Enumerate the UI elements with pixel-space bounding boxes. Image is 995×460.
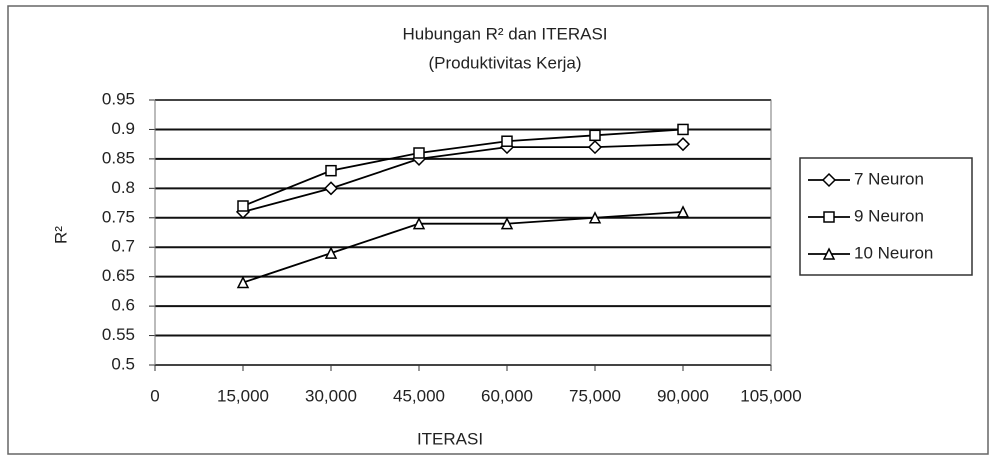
series-line [242,210,684,284]
y-tick-label: 0.95 [102,89,135,108]
y-tick-label: 0.8 [111,178,135,197]
x-tick-label: 0 [150,386,159,405]
series-line [242,128,684,207]
marker [412,216,426,230]
x-tick-label: 60,000 [481,386,533,405]
chart-subtitle: (Produktivitas Kerja) [428,53,581,72]
series-line [242,143,684,213]
y-tick-label: 0.65 [102,266,135,285]
x-tick-label: 75,000 [569,386,621,405]
plot-border [154,99,772,366]
y-tick-label: 0.9 [111,119,135,138]
legend-label: 9 Neuron [854,206,924,225]
x-axis-label: ITERASI [417,429,483,448]
x-tick-label: 90,000 [657,386,709,405]
marker [236,275,250,289]
marker [413,147,425,159]
marker [325,164,337,177]
marker [323,181,339,196]
marker [675,137,691,152]
marker [821,172,837,188]
marker [677,123,689,136]
marker [588,211,602,224]
legend-label: 7 Neuron [854,169,924,188]
marker [501,135,513,147]
y-tick-label: 0.6 [111,296,135,315]
marker [589,129,601,142]
y-axis-label: R² [51,226,70,244]
x-tick-label: 30,000 [305,386,357,405]
x-tick-label: 105,000 [740,386,801,405]
marker [324,246,338,259]
marker [587,140,603,155]
marker [500,216,514,230]
x-tick-label: 15,000 [217,386,269,405]
marker [822,247,836,260]
legend-label: 10 Neuron [854,243,933,262]
marker [676,205,690,218]
chart-title: Hubungan R² dan ITERASI [402,24,607,43]
y-tick-label: 0.7 [111,237,135,256]
y-tick-label: 0.55 [102,325,135,344]
y-tick-label: 0.5 [111,354,135,373]
x-tick-label: 45,000 [393,386,445,405]
marker [237,200,249,212]
marker [823,211,835,223]
y-tick-label: 0.85 [102,148,135,167]
y-tick-label: 0.75 [102,207,135,226]
